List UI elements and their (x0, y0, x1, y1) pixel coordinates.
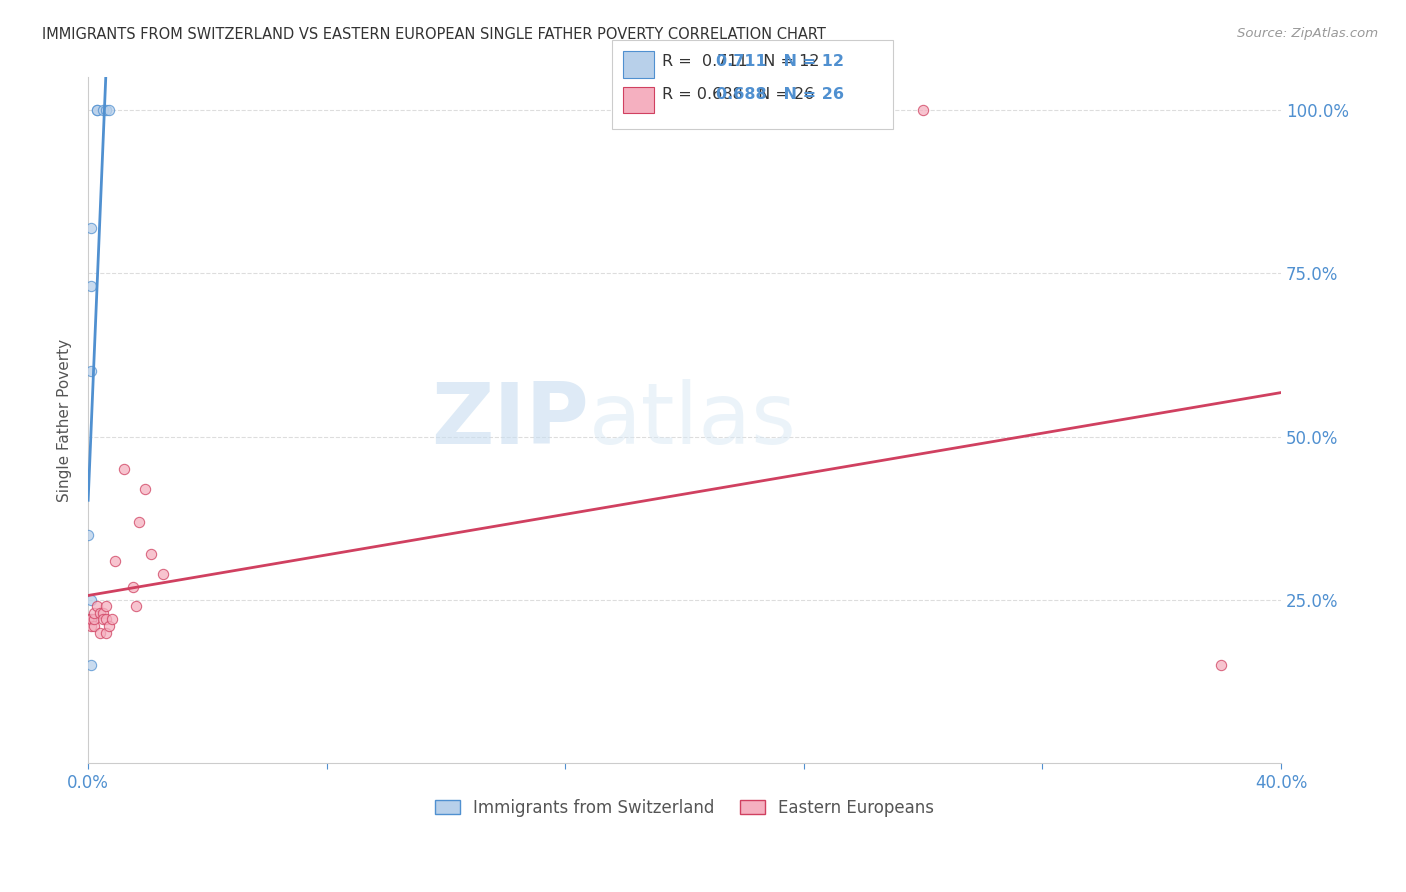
Point (86, 103, 108, 117)
Text: IMMIGRANTS FROM SWITZERLAND VS EASTERN EUROPEAN SINGLE FATHER POVERTY CORRELATIO: IMMIGRANTS FROM SWITZERLAND VS EASTERN E… (42, 27, 827, 42)
Point (98, 103, 121, 117)
Legend: Immigrants from Switzerland, Eastern Europeans: Immigrants from Switzerland, Eastern Eur… (429, 792, 941, 823)
Point (83, 606, 105, 620)
Point (80, 279, 103, 293)
Point (91, 606, 114, 620)
Point (80, 220, 103, 235)
Text: atlas: atlas (589, 379, 797, 462)
Text: 0.711   N = 12: 0.711 N = 12 (716, 54, 844, 69)
Text: 0.688   N = 26: 0.688 N = 26 (716, 87, 844, 102)
Point (94, 599, 117, 614)
Y-axis label: Single Father Poverty: Single Father Poverty (58, 339, 72, 502)
Point (98, 619, 121, 633)
Point (1211, 658, 1233, 673)
Point (101, 612, 124, 626)
Text: ZIP: ZIP (432, 379, 589, 462)
Point (94, 103, 117, 117)
Point (86, 599, 108, 614)
Point (152, 566, 174, 581)
Point (77, 527, 100, 541)
Point (80, 619, 103, 633)
Text: R =  0.711   N = 12: R = 0.711 N = 12 (662, 54, 820, 69)
Point (80, 364, 103, 378)
Text: R = 0.688   N = 26: R = 0.688 N = 26 (662, 87, 814, 102)
Point (80, 612, 103, 626)
Point (80, 658, 103, 673)
Point (83, 619, 105, 633)
Point (91, 612, 114, 626)
Point (104, 554, 127, 568)
Point (89, 606, 111, 620)
Point (134, 482, 156, 496)
Point (128, 515, 150, 529)
Point (80, 592, 103, 607)
Point (80, 612, 103, 626)
Point (91, 103, 114, 117)
Point (83, 612, 105, 626)
Point (139, 547, 162, 561)
Point (94, 625, 117, 640)
Point (94, 612, 117, 626)
Point (912, 103, 935, 117)
Point (77, 612, 100, 626)
Point (86, 103, 108, 117)
Point (89, 625, 111, 640)
Text: Source: ZipAtlas.com: Source: ZipAtlas.com (1237, 27, 1378, 40)
Point (122, 580, 145, 594)
Point (112, 462, 135, 476)
Point (125, 599, 148, 614)
